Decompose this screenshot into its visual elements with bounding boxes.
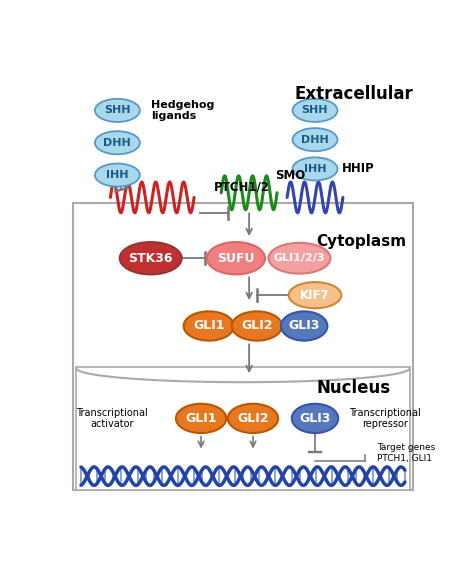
Text: GLI3: GLI3 bbox=[299, 412, 331, 425]
Text: SHH: SHH bbox=[104, 105, 131, 116]
Text: Extracellular: Extracellular bbox=[294, 85, 413, 103]
Text: Hedgehog
ligands: Hedgehog ligands bbox=[151, 100, 214, 121]
Text: DHH: DHH bbox=[301, 134, 329, 145]
Text: GLI1/2/3: GLI1/2/3 bbox=[274, 253, 325, 263]
Text: Transcriptional
activator: Transcriptional activator bbox=[76, 408, 148, 429]
Ellipse shape bbox=[176, 404, 226, 433]
Ellipse shape bbox=[228, 404, 278, 433]
FancyBboxPatch shape bbox=[76, 367, 410, 490]
Text: PTCH1/2: PTCH1/2 bbox=[214, 181, 270, 194]
Text: GLI2: GLI2 bbox=[241, 319, 273, 332]
Text: IHH: IHH bbox=[304, 164, 326, 174]
Ellipse shape bbox=[281, 311, 328, 341]
Ellipse shape bbox=[120, 242, 182, 274]
Ellipse shape bbox=[292, 99, 337, 122]
FancyBboxPatch shape bbox=[73, 203, 413, 490]
Ellipse shape bbox=[95, 163, 140, 187]
Text: Nucleus: Nucleus bbox=[317, 379, 391, 396]
Text: HHIP: HHIP bbox=[342, 162, 375, 175]
Text: GLI1: GLI1 bbox=[185, 412, 217, 425]
Ellipse shape bbox=[207, 242, 265, 274]
Ellipse shape bbox=[292, 404, 338, 433]
Text: Cytoplasm: Cytoplasm bbox=[317, 234, 407, 249]
Ellipse shape bbox=[95, 99, 140, 122]
Ellipse shape bbox=[292, 128, 337, 151]
Text: IHH: IHH bbox=[106, 170, 128, 180]
Text: DHH: DHH bbox=[103, 138, 131, 148]
Text: KIF7: KIF7 bbox=[300, 289, 330, 302]
Ellipse shape bbox=[183, 311, 234, 341]
Text: Target genes
PTCH1, GLI1: Target genes PTCH1, GLI1 bbox=[377, 443, 435, 463]
Ellipse shape bbox=[95, 131, 140, 154]
Ellipse shape bbox=[292, 158, 337, 180]
Ellipse shape bbox=[289, 282, 341, 308]
Text: SMO: SMO bbox=[275, 170, 305, 183]
Text: GLI2: GLI2 bbox=[237, 412, 269, 425]
Text: Transcriptional
repressor: Transcriptional repressor bbox=[349, 408, 420, 429]
Text: GLI1: GLI1 bbox=[193, 319, 225, 332]
Ellipse shape bbox=[268, 243, 330, 274]
Text: STK36: STK36 bbox=[128, 252, 173, 265]
Text: SHH: SHH bbox=[302, 105, 328, 116]
Ellipse shape bbox=[232, 311, 282, 341]
Text: SUFU: SUFU bbox=[217, 252, 255, 265]
Text: GLI3: GLI3 bbox=[289, 319, 320, 332]
